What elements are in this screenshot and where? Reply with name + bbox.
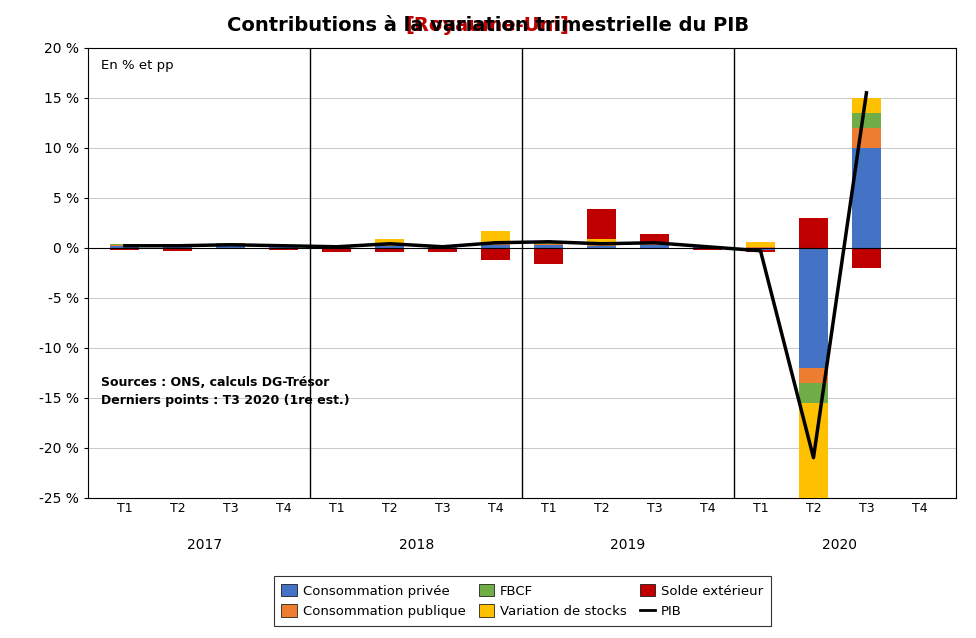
- Bar: [163, 245, 192, 246]
- Bar: [110, 246, 140, 248]
- Bar: [481, 248, 510, 260]
- Bar: [481, 244, 510, 245]
- Text: [Royaume-Uni]: [Royaume-Uni]: [406, 16, 569, 35]
- Bar: [375, 246, 404, 248]
- Bar: [217, 248, 245, 249]
- Bar: [852, 128, 881, 148]
- Text: 2020: 2020: [823, 538, 858, 552]
- Bar: [746, 249, 775, 252]
- Text: 2017: 2017: [186, 538, 222, 552]
- Bar: [534, 248, 563, 249]
- Bar: [587, 209, 616, 239]
- Bar: [375, 248, 404, 252]
- Bar: [693, 247, 722, 248]
- Bar: [110, 245, 140, 246]
- Bar: [322, 246, 351, 248]
- Bar: [852, 98, 881, 113]
- Legend: Consommation privée, Consommation publique, FBCF, Variation de stocks, Solde ext: Consommation privée, Consommation publiq…: [273, 576, 771, 626]
- Bar: [587, 239, 616, 244]
- Bar: [269, 248, 299, 249]
- Bar: [110, 248, 140, 249]
- Bar: [269, 246, 299, 248]
- Bar: [322, 249, 351, 252]
- Bar: [799, 218, 828, 248]
- Bar: [428, 249, 458, 252]
- Text: Sources : ONS, calculs DG-Trésor
Derniers points : T3 2020 (1re est.): Sources : ONS, calculs DG-Trésor Dernier…: [101, 376, 349, 407]
- Bar: [693, 248, 722, 249]
- Bar: [534, 249, 563, 263]
- Bar: [852, 113, 881, 128]
- Bar: [428, 245, 458, 246]
- Text: 2019: 2019: [610, 538, 646, 552]
- Bar: [640, 248, 670, 249]
- Bar: [799, 383, 828, 403]
- Bar: [587, 246, 616, 248]
- Bar: [428, 248, 458, 249]
- Text: 2018: 2018: [398, 538, 434, 552]
- Bar: [799, 248, 828, 367]
- Bar: [799, 403, 828, 623]
- Bar: [269, 245, 299, 246]
- Bar: [322, 248, 351, 249]
- Bar: [217, 244, 245, 245]
- Bar: [640, 244, 670, 245]
- Bar: [163, 246, 192, 248]
- Text: Contributions à la variation trimestrielle du PIB: Contributions à la variation trimestriel…: [227, 16, 750, 35]
- Bar: [481, 245, 510, 248]
- Bar: [375, 239, 404, 244]
- Bar: [852, 248, 881, 268]
- Bar: [217, 245, 245, 248]
- Bar: [322, 245, 351, 246]
- Bar: [746, 242, 775, 247]
- Bar: [852, 148, 881, 248]
- Bar: [746, 248, 775, 249]
- Bar: [534, 244, 563, 245]
- Bar: [534, 245, 563, 248]
- Text: En % et pp: En % et pp: [101, 59, 174, 72]
- Bar: [163, 249, 192, 251]
- Bar: [428, 246, 458, 248]
- Bar: [587, 245, 616, 246]
- Bar: [799, 367, 828, 383]
- Bar: [693, 246, 722, 247]
- Bar: [640, 245, 670, 248]
- Bar: [640, 234, 670, 244]
- Bar: [375, 245, 404, 246]
- Bar: [163, 248, 192, 249]
- Bar: [746, 247, 775, 248]
- Bar: [481, 231, 510, 243]
